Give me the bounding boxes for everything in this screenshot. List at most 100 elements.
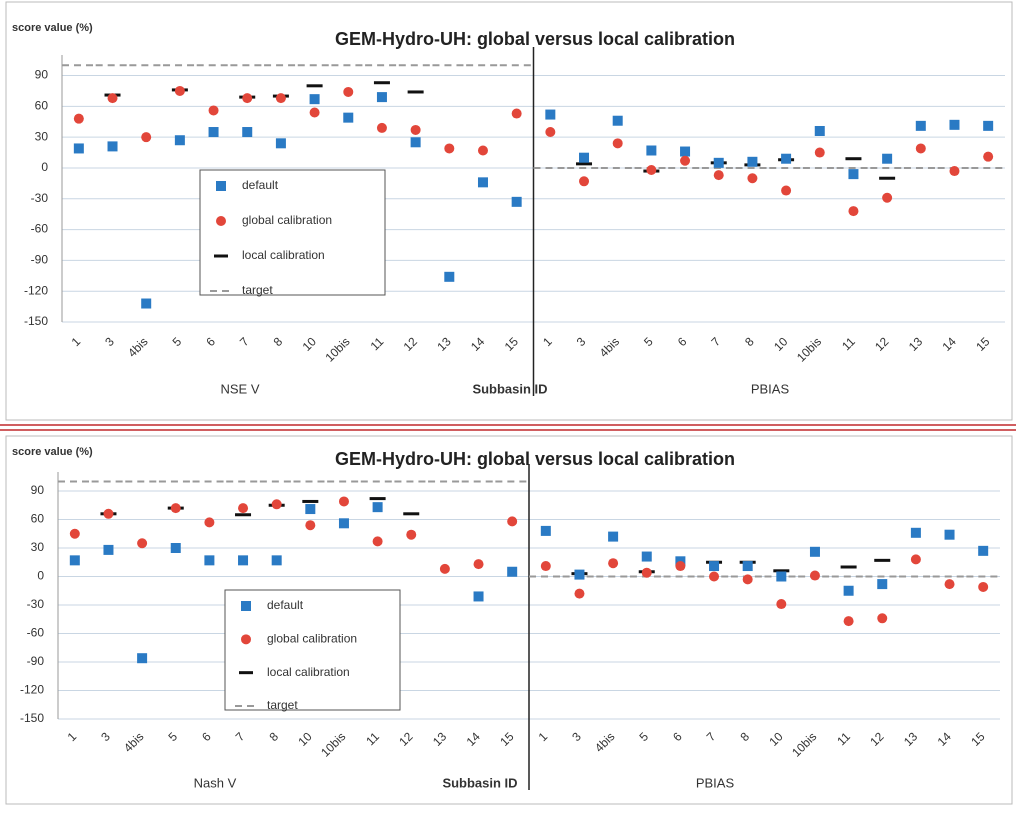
y-axis-label: score value (%) [12,22,93,34]
data-point [608,558,619,569]
data-point [709,571,720,582]
data-point [170,543,181,553]
data-point [713,157,724,168]
data-point [776,599,787,610]
data-point [983,151,994,162]
data-point [242,93,253,104]
data-point [73,143,84,154]
legend-swatch [214,254,228,258]
data-point [646,145,657,156]
y-tick-label: -60 [31,222,49,236]
data-point [103,544,114,555]
group-label: Subbasin ID [472,381,547,396]
data-point [845,157,862,161]
data-point [612,138,623,149]
data-point [814,147,825,158]
y-tick-label: -150 [20,711,44,725]
data-point [373,81,390,85]
y-tick-label: -120 [20,683,44,697]
y-tick-label: 60 [31,512,45,526]
data-point [275,93,286,104]
legend-label: local calibration [242,248,325,262]
group-label: PBIAS [696,775,735,790]
legend-label: target [242,283,273,297]
y-tick-label: -30 [27,597,45,611]
y-tick-label: 30 [31,540,45,554]
data-point [137,653,148,664]
data-point [641,551,652,562]
data-point [877,579,888,590]
data-point [338,518,349,529]
data-point [309,107,320,118]
data-point [848,206,859,217]
legend: default global calibration local calibrati… [199,169,386,297]
data-point [477,145,488,156]
group-label: PBIAS [751,381,790,396]
chart-title: GEM-Hydro-UH: global versus local calibr… [335,29,735,49]
data-point [305,504,316,515]
data-point [680,155,691,166]
data-point [680,146,691,157]
data-point [473,591,484,602]
data-point [781,153,792,164]
data-point [949,119,960,130]
data-point [882,153,893,164]
data-point [444,271,455,282]
y-tick-label: -120 [24,283,48,297]
data-point [843,585,854,596]
data-point [882,192,893,203]
data-point [343,112,354,123]
data-point [376,92,387,103]
data-point [809,570,820,581]
data-point [742,574,753,585]
data-point [204,517,215,528]
data-point [69,528,80,539]
data-point [574,569,585,580]
data-point [275,138,286,149]
data-point [978,581,989,592]
y-tick-label: -60 [27,626,45,640]
y-tick-label: -150 [24,314,48,328]
data-point [612,115,623,126]
data-point [137,538,148,549]
data-point [174,135,185,146]
y-axis-label: score value (%) [12,446,93,458]
data-point [305,520,316,531]
data-point [879,176,896,180]
data-point [983,120,994,131]
legend-label: global calibration [267,632,357,646]
data-point [477,177,488,188]
data-point [242,127,253,138]
legend-box [199,169,386,296]
data-point [709,561,720,572]
data-point [338,496,349,507]
y-tick-label: 90 [31,483,45,497]
legend-swatch [216,216,226,226]
y-tick-label: 30 [35,129,49,143]
legend-swatch [241,601,251,611]
data-point [208,127,219,138]
y-tick-label: 60 [35,99,49,113]
data-point [579,152,590,163]
y-tick-label: -90 [31,253,49,267]
legend-swatch [241,634,251,645]
group-label: Subbasin ID [442,775,517,790]
data-point [814,125,825,136]
data-point [776,571,787,582]
data-point [944,529,955,540]
data-point [174,85,185,96]
data-point [511,108,522,119]
group-label: Nash V [194,775,237,790]
data-point [271,555,282,566]
data-point [574,588,585,599]
data-point [608,531,619,542]
data-point [271,499,282,510]
data-point [809,546,820,557]
data-point [579,176,590,187]
data-point [372,502,383,513]
data-point [848,169,859,180]
y-tick-label: 0 [37,569,44,583]
data-point [208,105,219,116]
data-point [107,93,118,104]
data-point [910,554,921,565]
